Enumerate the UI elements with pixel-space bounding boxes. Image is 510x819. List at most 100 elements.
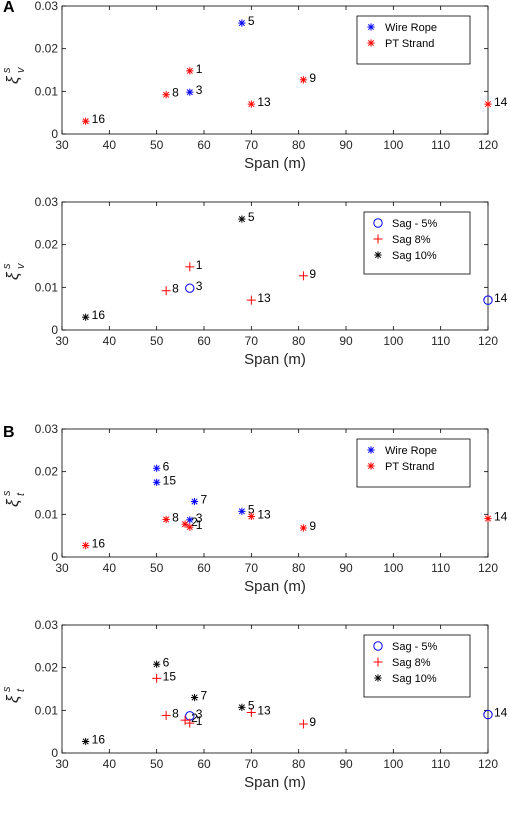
chart-b-top: 30 40 50 60 70 80 90 100 110 120 0 0.01 0.02 0.03 Span… xyxy=(1,423,508,595)
panel-letter-a: A xyxy=(3,0,15,16)
data-label: 8 xyxy=(172,86,179,100)
data-point xyxy=(238,703,246,711)
x-tick-label: 50 xyxy=(150,757,164,771)
data-point xyxy=(484,515,492,523)
data-point xyxy=(247,512,255,521)
x-tick-label: 110 xyxy=(431,757,450,771)
y-tick-label: 0 xyxy=(51,746,58,760)
x-tick-label: 90 xyxy=(339,561,353,575)
chart-a-top: 30 40 50 60 70 80 90 100 110 120 0 0.01 0.02 0.03 Span… xyxy=(1,0,508,172)
data-label: 9 xyxy=(309,715,316,729)
data-point xyxy=(238,215,246,223)
data-point xyxy=(298,271,308,281)
y-axis-label: ξs t xyxy=(1,490,27,507)
y-tick-label: 0.01 xyxy=(35,280,59,294)
data-label: 1 xyxy=(196,518,203,532)
data-point xyxy=(82,117,90,125)
y-axis-superscript: s xyxy=(1,263,13,269)
data-label: 8 xyxy=(172,706,179,720)
data-label: 2 xyxy=(191,515,198,529)
x-tick-label: 110 xyxy=(431,561,450,575)
legend-marker xyxy=(367,39,375,47)
data-point xyxy=(238,507,246,515)
data-label: 15 xyxy=(163,473,177,487)
data-point xyxy=(162,515,170,524)
data-label: 1 xyxy=(196,258,203,272)
legend-marker xyxy=(367,446,375,454)
x-tick-label: 50 xyxy=(150,334,164,348)
x-tick-label: 120 xyxy=(478,561,498,575)
legend-label: Sag 8% xyxy=(392,657,431,669)
data-point xyxy=(185,262,195,272)
x-tick-label: 120 xyxy=(478,334,498,348)
x-axis-label: Span (m) xyxy=(244,155,306,172)
data-label: 5 xyxy=(248,698,255,712)
y-axis-label: ξs t xyxy=(1,686,27,703)
x-tick-label: 60 xyxy=(197,334,211,348)
y-tick-label: 0.02 xyxy=(35,661,59,675)
legend: Sag - 5% Sag 8% Sag 10% xyxy=(363,634,471,698)
x-tick-label: 50 xyxy=(150,561,164,575)
x-tick-label: 80 xyxy=(292,561,306,575)
data-label: 7 xyxy=(201,493,208,507)
data-label: 1 xyxy=(196,62,203,76)
data-label: 14 xyxy=(494,510,508,524)
y-tick-label: 0.02 xyxy=(35,238,59,252)
legend-label: Sag - 5% xyxy=(392,641,437,653)
data-point xyxy=(82,541,90,550)
y-axis-superscript: s xyxy=(1,67,13,73)
data-point xyxy=(153,478,161,486)
x-tick-label: 110 xyxy=(431,334,450,348)
data-label: 8 xyxy=(172,282,179,296)
data-point xyxy=(238,19,246,27)
data-label: 2 xyxy=(191,711,198,725)
y-axis-label: ξs v xyxy=(1,262,27,280)
legend-label: Wire Rope xyxy=(385,445,437,457)
legend-marker xyxy=(373,657,383,667)
x-axis-label: Span (m) xyxy=(244,774,306,791)
legend-box xyxy=(356,438,471,488)
y-axis-subscript: v xyxy=(15,66,27,73)
data-label: 5 xyxy=(248,210,255,224)
x-tick-label: 90 xyxy=(339,334,353,348)
x-tick-label: 70 xyxy=(245,138,259,152)
data-label: 14 xyxy=(494,95,508,109)
legend-marker xyxy=(367,462,375,470)
data-point xyxy=(483,709,493,720)
data-label: 13 xyxy=(257,703,271,717)
chart-b-bottom: 30 40 50 60 70 80 90 100 110 120 0 0.01 0.02 0.03 Span… xyxy=(1,619,508,791)
y-axis-symbol: ξ xyxy=(3,75,22,84)
data-point xyxy=(186,67,194,75)
data-label: 9 xyxy=(309,267,316,281)
legend-marker xyxy=(367,23,375,31)
legend-box xyxy=(356,15,471,65)
data-point xyxy=(299,524,307,532)
data-point xyxy=(82,737,90,746)
x-tick-label: 110 xyxy=(431,138,450,152)
y-axis-superscript: s xyxy=(1,686,13,692)
data-label: 6 xyxy=(163,655,170,669)
data-point xyxy=(190,693,199,702)
legend-box xyxy=(363,211,471,275)
x-tick-label: 40 xyxy=(103,138,117,152)
data-label: 3 xyxy=(196,279,203,293)
x-tick-label: 120 xyxy=(478,138,498,152)
data-label: 1 xyxy=(196,714,203,728)
x-tick-label: 30 xyxy=(55,561,69,575)
data-point xyxy=(153,660,161,668)
data-point xyxy=(190,497,199,506)
data-label: 8 xyxy=(172,510,179,524)
x-tick-label: 30 xyxy=(55,757,69,771)
x-tick-label: 80 xyxy=(292,334,306,348)
x-tick-label: 40 xyxy=(103,757,117,771)
data-label: 16 xyxy=(92,536,106,550)
data-point xyxy=(153,464,161,472)
legend: Wire Rope PT Strand xyxy=(356,438,471,488)
legend-label: Wire Rope xyxy=(385,22,437,34)
data-label: 16 xyxy=(92,732,106,746)
x-tick-label: 40 xyxy=(103,561,117,575)
x-tick-label: 70 xyxy=(245,757,259,771)
data-label: 9 xyxy=(309,71,316,85)
data-point xyxy=(152,673,162,683)
y-tick-label: 0 xyxy=(51,550,58,564)
